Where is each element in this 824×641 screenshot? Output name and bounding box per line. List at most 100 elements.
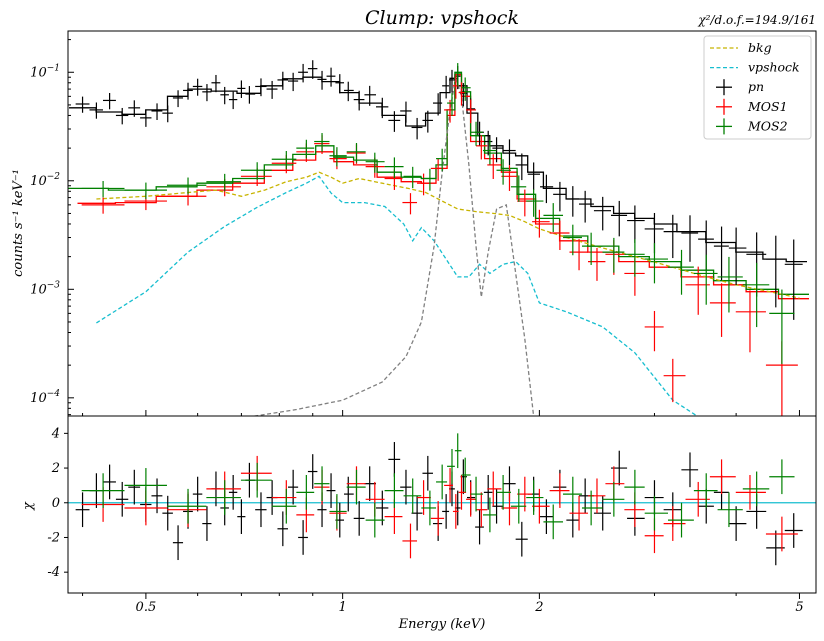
mos2-residual-point [166, 488, 207, 524]
mos1-data-point [517, 189, 533, 217]
mos2-data-point [384, 157, 404, 179]
pn-residual-point [344, 476, 354, 512]
mos2-data-point [271, 151, 297, 170]
mos1-residual-point [166, 492, 207, 528]
mos2-residual-point [296, 475, 315, 510]
pn-data-point [183, 82, 193, 100]
legend-entry-pn: pn [716, 79, 764, 96]
pn-residual-point [326, 473, 336, 508]
pn-residual-point [681, 452, 699, 488]
mos2-data-point [403, 166, 422, 189]
legend-swatch [716, 118, 732, 135]
pn-data-point [140, 110, 152, 127]
mos1-residual-point [417, 480, 431, 515]
legend-swatch [716, 98, 732, 115]
pn-residual-point [307, 454, 318, 489]
bkg-model-curve [96, 171, 800, 299]
pn-residual-point [75, 492, 90, 528]
pn-data-point [220, 86, 229, 105]
mos1-residual-point [240, 455, 272, 491]
pn-data-point [266, 80, 278, 99]
pn-data-point [663, 214, 682, 259]
pn-data-point [172, 90, 184, 108]
pn-data-point [422, 110, 433, 133]
mos2-residual-point [421, 490, 437, 526]
residual-y-tick-label: -2 [47, 530, 60, 545]
chart-title: Clump: vpshock [365, 7, 519, 29]
mos2-residual-point [717, 492, 743, 528]
pn-data-point [202, 84, 212, 102]
pn-residual-point [483, 475, 493, 510]
pn-residual-point [162, 495, 173, 531]
pn-residual-point [784, 513, 803, 548]
mos2-residual-point [240, 462, 272, 498]
pn-data-point [192, 78, 203, 96]
pn-data-point [103, 92, 116, 110]
mos2-data-point [461, 77, 471, 101]
pn-data-point [277, 71, 288, 90]
pn-residual-point [475, 509, 484, 545]
mos1-residual-point [430, 501, 445, 536]
residual-y-tick-label: 2 [51, 461, 60, 476]
mos1-data-point [475, 135, 488, 160]
mos2-data-point [329, 147, 347, 167]
legend-label: vpshock [748, 60, 800, 75]
legend-entry-mos2: MOS2 [716, 118, 788, 135]
mos1-residual-point [206, 471, 241, 507]
pn-data-point [287, 72, 299, 92]
mos1-data-point [501, 165, 518, 191]
pn-data-point [553, 181, 567, 212]
pn-data-point [162, 105, 173, 123]
pn-residual-point [411, 495, 423, 531]
pn-data-point [540, 174, 554, 204]
mos1-residual-point [384, 499, 403, 534]
mos2-data-point [240, 162, 272, 180]
mos1-data-point [549, 220, 570, 251]
mos2-data-point [581, 232, 603, 265]
pn-data-point [449, 69, 455, 93]
mos1-residual-point [569, 495, 589, 531]
pn-data-point [255, 78, 267, 97]
mos1-data-point [417, 173, 431, 196]
pn-residual-point [728, 506, 747, 541]
pn-residual-point [255, 492, 267, 528]
mos1-residual-point [466, 481, 476, 517]
mos1-residual-point [709, 459, 736, 495]
mos2-residual-point [769, 459, 795, 495]
mos2-residual-point [447, 448, 455, 484]
pn-data-point [400, 101, 412, 123]
mos1-residual-point [735, 475, 766, 510]
mos2-residual-point [454, 433, 462, 469]
mos2-residual-point [346, 469, 366, 505]
pn-data-point [713, 226, 729, 281]
mos1-data-point [487, 154, 502, 179]
pn-residual-point [422, 455, 433, 491]
pn-residual-point [287, 469, 299, 505]
x-tick-label: 5 [795, 600, 803, 615]
mos1-residual-point [452, 494, 459, 529]
pn-residual-point [298, 520, 308, 555]
pn-residual-point [237, 499, 246, 534]
pn-residual-point [103, 464, 116, 500]
pn-data-point [578, 190, 594, 223]
mos2-data-point [166, 177, 207, 195]
y-tick-label: 10−2 [30, 172, 60, 189]
mos2-residual-point [314, 466, 330, 502]
pn-residual-point [364, 466, 377, 502]
legend-box [703, 35, 812, 140]
mos1-residual-point [329, 495, 347, 531]
pn-data-point [527, 162, 541, 190]
mos2-data-point [717, 256, 743, 313]
mos2-data-point [510, 175, 527, 202]
mos1-residual-point [487, 471, 502, 507]
mos1-data-point [296, 143, 315, 162]
pn-data-point [784, 239, 803, 320]
mos1-residual-point [475, 492, 488, 528]
legend-swatch [716, 79, 732, 96]
x-axis-label: Energy (keV) [398, 617, 486, 632]
y-tick-label: 10−3 [30, 280, 60, 297]
residual-y-tick-label: -4 [47, 565, 60, 580]
mos2-data-point [563, 224, 582, 256]
mos2-residual-point [482, 497, 497, 533]
